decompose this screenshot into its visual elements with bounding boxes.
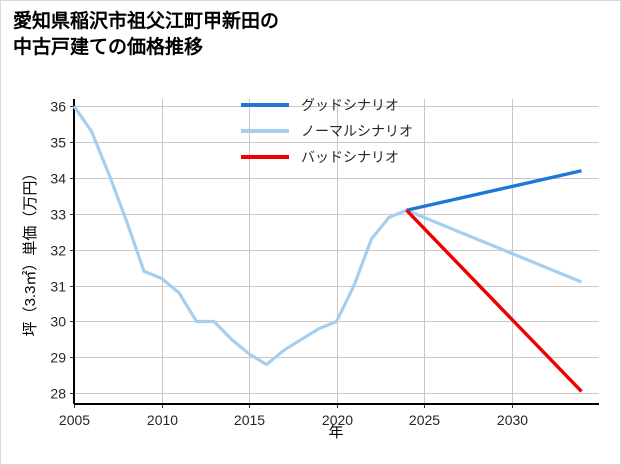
x-tick-label: 2020 xyxy=(322,412,353,428)
y-tick-label: 34 xyxy=(50,171,66,187)
legend-label-1: ノーマルシナリオ xyxy=(301,123,413,139)
y-tick-label: 29 xyxy=(50,350,66,366)
gridlines-group xyxy=(74,99,599,404)
x-tick-label: 2030 xyxy=(497,412,528,428)
y-tick-label: 35 xyxy=(50,135,66,151)
axis-spines-group xyxy=(73,99,599,405)
y-tick-label: 28 xyxy=(50,386,66,402)
x-tick-label: 2005 xyxy=(59,412,90,428)
legend-label-2: バッドシナリオ xyxy=(301,149,399,165)
x-tick-label: 2010 xyxy=(147,412,178,428)
x-tick-label: 2025 xyxy=(409,412,440,428)
legend-label-0: グッドシナリオ xyxy=(301,97,399,113)
page-title: 愛知県稲沢市祖父江町甲新田の 中古戸建ての価格推移 xyxy=(13,11,280,58)
data-series-group xyxy=(72,105,583,393)
y-tick-label: 33 xyxy=(50,207,66,223)
x-axis-title: 年 xyxy=(328,424,343,441)
y-tick-label: 30 xyxy=(50,314,66,330)
y-axis-title: 坪（3.3㎡）単価（万円） xyxy=(22,166,39,337)
x-tick-labels: 2005 2010 2015 2020 2025 2030 xyxy=(59,412,528,428)
series-line-グッドシナリオ xyxy=(406,169,582,212)
x-tick-label: 2015 xyxy=(234,412,265,428)
y-tick-label: 31 xyxy=(50,279,66,295)
series-line-ノーマルシナリオ xyxy=(72,105,583,367)
y-tick-label: 36 xyxy=(50,99,66,115)
tick-marks-group xyxy=(70,106,513,408)
series-line-バッドシナリオ xyxy=(405,209,583,393)
y-tick-label: 32 xyxy=(50,243,66,259)
y-tick-labels: 28 29 30 31 32 33 34 35 36 xyxy=(50,99,66,402)
